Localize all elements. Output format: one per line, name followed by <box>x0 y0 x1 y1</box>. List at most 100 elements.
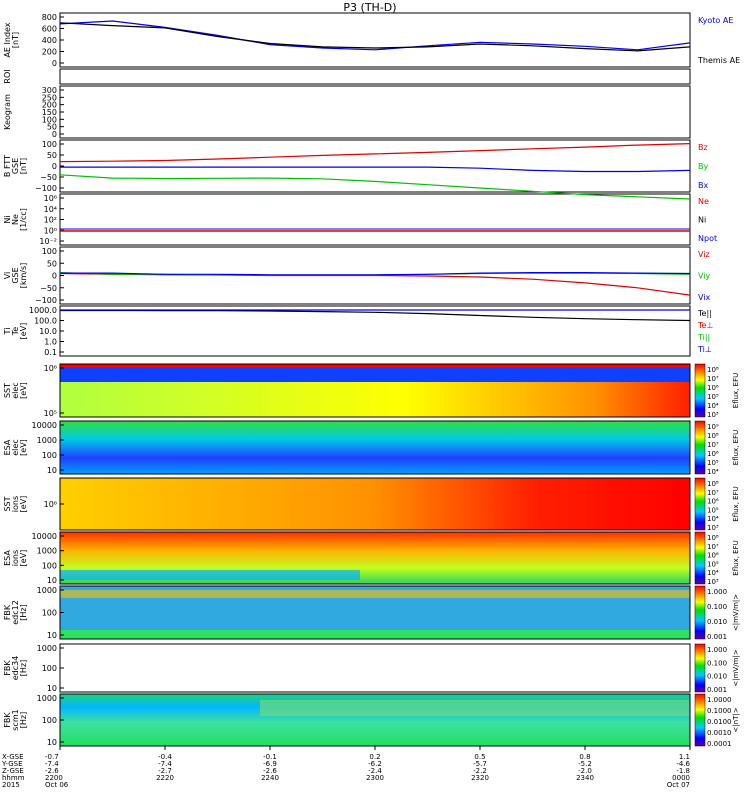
ylabel-temperature: [eV] <box>19 323 28 340</box>
xtick-label: 2200 <box>45 774 63 782</box>
colorbar-tick: 10⁶ <box>707 552 719 560</box>
colorbar-tick: 10⁴ <box>707 402 719 410</box>
ytick-label-velocity: 50 <box>47 259 57 268</box>
colorbar <box>694 585 706 640</box>
ytick-label-esa_i: 1000 <box>37 547 57 556</box>
ylabel-esa_e: [eV] <box>19 439 28 456</box>
ylabel-density: Ne <box>11 214 20 225</box>
xtick-label: 2340 <box>576 774 594 782</box>
xtick-label: -5.2 <box>578 760 592 768</box>
colorbar <box>694 643 706 693</box>
x-axis: X-GSEY-GSEZ-GSEhhmm2015-0.7-7.4-2.62200O… <box>1 746 691 789</box>
ytick-label-density: 10⁶ <box>44 194 57 203</box>
xaxis-row-label: Y-GSE <box>1 760 23 768</box>
ylabel-roi: ROI <box>3 69 12 83</box>
ytick-label-velocity: −100 <box>35 296 57 305</box>
legend-temperature: Te⊥ <box>697 321 713 330</box>
ylabel-esa_e: ESA <box>3 439 12 455</box>
ytick-label-ae: 0 <box>52 59 57 68</box>
xtick-label: 0.5 <box>474 753 485 761</box>
xtick-label: -2.7 <box>158 767 172 775</box>
ytick-label-keogram: 100 <box>42 115 57 124</box>
legend-velocity: Vix <box>698 293 711 302</box>
colorbar-tick: 10³ <box>707 411 719 419</box>
panel-esa_e <box>59 420 691 475</box>
ytick-label-ae: 800 <box>42 13 57 22</box>
colorbar-tick: 1.000 <box>707 646 727 654</box>
legend-ae: Themis AE <box>697 56 740 65</box>
ytick-label-fbk_e12: 10 <box>47 631 57 640</box>
colorbar-tick: 0.001 <box>707 633 727 641</box>
ylabel-fbk_scm: scm1 <box>11 709 20 730</box>
colorbar-tick: 10⁵ <box>707 393 719 401</box>
ytick-label-density: 10⁻² <box>39 237 57 246</box>
ytick-label-esa_i: 10000 <box>32 532 57 541</box>
panel-density <box>59 193 691 246</box>
xtick-label: 2300 <box>366 774 384 782</box>
xtick-label: -6.9 <box>263 760 277 768</box>
ytick-label-esa_e: 100 <box>42 451 57 460</box>
ytick-label-temperature: 0.1 <box>44 348 57 357</box>
ytick-label-fbk_e12: 1000 <box>37 586 57 595</box>
ytick-label-density: 10⁴ <box>44 205 57 214</box>
sst-elec-band-top <box>60 364 690 368</box>
ytick-label-velocity: −50 <box>40 284 57 293</box>
ytick-label-ae: 200 <box>42 48 57 57</box>
xtick-label: -2.6 <box>263 767 277 775</box>
ylabel-fbk_e34: FBK <box>3 660 12 676</box>
colorbar-tick: 0.1000 <box>707 707 732 715</box>
colorbar-tick: 10⁹ <box>707 423 719 431</box>
series-kyotoae <box>59 20 691 51</box>
series-vix <box>60 272 691 276</box>
colorbar <box>694 363 706 418</box>
colorbar-tick: 0.100 <box>707 603 727 611</box>
esa-ions-low-band <box>60 570 360 580</box>
ylabel-esa_i: ions <box>11 550 20 566</box>
ylabel-sst_i: SST <box>3 496 12 511</box>
colorbar-tick: 10⁵ <box>707 459 719 467</box>
ytick-label-temperature: 10.0 <box>39 327 57 336</box>
sst-elec-band-blue <box>60 368 690 382</box>
xtick-label: Oct 07 <box>667 781 690 789</box>
ylabel-bfield: [nT] <box>19 158 28 174</box>
ylabel-bfield: GSE <box>11 158 20 174</box>
legend-bfield: Bx <box>698 181 708 190</box>
ylabel-sst_e: elec <box>11 382 20 398</box>
ytick-label-fbk_e34: 10 <box>47 684 57 693</box>
series-bz <box>59 143 691 163</box>
ytick-label-esa_i: 100 <box>42 561 57 570</box>
colorbar-tick: 10⁷ <box>707 543 719 551</box>
ylabel-ae: [nT] <box>11 32 20 48</box>
xtick-label: -2.4 <box>368 767 382 775</box>
series-bx <box>60 166 691 173</box>
xtick-label: -0.4 <box>158 753 172 761</box>
colorbar-tick: 10⁸ <box>707 480 719 488</box>
ytick-label-keogram: 150 <box>42 108 57 117</box>
ytick-label-fbk_e12: 100 <box>42 609 57 618</box>
colorbar-tick: 10⁸ <box>707 534 719 542</box>
ylabel-sst_i: [eV] <box>19 496 28 513</box>
panel-ticks: 8006004002000300250200150100500100500−50… <box>29 13 64 747</box>
panel-ae <box>59 12 691 68</box>
colorbar-tick: 0.0100 <box>707 718 732 726</box>
colorbar-tick: 10⁶ <box>707 450 719 458</box>
ylabel-fbk_e12: FBK <box>3 604 12 620</box>
ytick-label-fbk_scm: 100 <box>42 716 57 725</box>
colorbar-tick: 10³ <box>707 524 719 532</box>
xtick-label: -5.7 <box>473 760 487 768</box>
colorbar-label: Eflux, EFU <box>732 373 740 408</box>
colorbar-tick: 0.0010 <box>707 729 732 737</box>
series-themisae <box>59 22 691 52</box>
colorbar-label: <|nT|> <box>732 707 740 732</box>
ytick-label-keogram: 50 <box>47 123 57 132</box>
xtick-label: -0.1 <box>263 753 277 761</box>
ytick-label-density: 10² <box>44 216 57 225</box>
colorbar-tick: 0.0001 <box>707 740 732 748</box>
ylabel-fbk_e12: edc12 <box>11 600 20 625</box>
colorbar-tick: 10⁵ <box>707 506 719 514</box>
ytick-label-bfield: 50 <box>47 151 57 160</box>
panel-fbk_e34 <box>59 643 691 693</box>
xtick-label: -7.4 <box>158 760 172 768</box>
xtick-label: -2.6 <box>45 767 59 775</box>
